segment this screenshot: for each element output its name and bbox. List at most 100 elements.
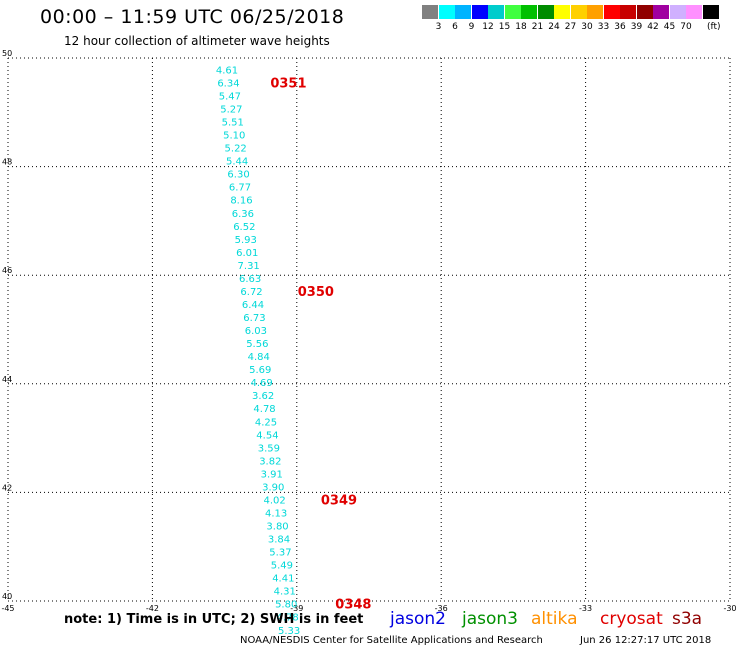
legend-label: 12 [482,22,494,32]
legend-swatch [471,5,488,19]
legend-swatch [702,5,719,19]
swh-value: 4.31 [274,587,296,598]
swh-value: 5.10 [223,131,245,142]
legend-swatch [587,5,603,19]
swh-value: 3.84 [268,535,290,546]
legend-label: 21 [531,22,544,32]
lon-tick-label: -30 [723,604,736,613]
pass-time-label: 0349 [321,493,357,508]
swh-value: 4.54 [256,430,278,441]
swh-value: 3.80 [266,522,288,533]
color-legend: 3 6 9 12 15 18 21 24 27 30 33 36 39 42 45 70 (ft) [422,5,728,35]
swh-value: 5.51 [222,118,244,129]
legend-label: 15 [498,22,511,32]
swh-value: 3.62 [252,391,274,402]
legend-label: 33 [597,22,610,32]
legend-label: 45 [663,22,676,32]
lon-tick-label: -45 [1,604,14,613]
lat-tick-label: 42 [2,483,12,492]
legend-unit: (ft) [707,22,721,32]
swh-value: 6.03 [245,326,267,337]
lat-tick-label: 48 [2,158,12,167]
legend-label: 70 [680,22,692,32]
swh-value: 6.52 [233,222,255,233]
lat-tick-label: 50 [2,49,12,58]
legend-swatch [636,5,653,19]
pass-time-label: 0350 [298,285,334,300]
credit-line: NOAA/NESDIS Center for Satellite Applica… [240,635,543,646]
generation-timestamp: Jun 26 12:27:17 UTC 2018 [580,635,712,646]
lon-tick-label: -39 [290,604,303,613]
legend-swatch [422,5,438,19]
legend-swatch [653,5,669,19]
lat-tick-label: 44 [2,375,12,384]
map-subtitle: 12 hour collection of altimeter wave hei… [64,34,330,48]
swh-value: 4.41 [272,574,294,585]
swh-value: 8.16 [230,196,252,207]
legend-swatch [570,5,587,19]
swh-value: 3.82 [259,456,281,467]
legend-label: 6 [452,22,458,32]
swh-value: 5.56 [246,339,268,350]
lat-lon-grid [7,57,731,602]
axis-tick-labels: -45 -42 -39 -36 -33 -30 40 42 44 46 48 50 [1,49,736,613]
swh-value: 3.90 [262,482,284,493]
swh-value: 6.01 [236,248,258,259]
satellite-altika: altika [531,609,578,629]
swh-value: 4.69 [251,378,273,389]
legend-label: 27 [564,22,577,32]
legend-swatch [686,5,702,19]
swh-value: 5.47 [219,91,241,102]
swh-value: 5.37 [269,548,291,559]
satellite-jason2: jason2 [390,609,446,629]
swh-value: 6.36 [232,209,254,220]
legend-swatch [537,5,554,19]
swh-value: 4.13 [265,508,287,519]
satellite-s3a: s3a [672,609,703,629]
swh-value: 5.27 [220,104,242,115]
legend-label: 24 [548,22,560,32]
swh-value: 3.59 [258,443,280,454]
swh-value: 4.78 [277,613,299,624]
swh-value: 5.22 [225,144,247,155]
swh-value: 5.69 [249,365,271,376]
legend-swatch [438,5,455,19]
swh-value: 6.77 [229,183,251,194]
swh-value: 4.78 [253,404,275,415]
pass-labels: 0351 0350 0349 0348 [270,76,371,612]
swh-value: 6.44 [242,300,264,311]
legend-swatch [603,5,620,19]
swh-value: 4.02 [264,495,286,506]
legend-label: 3 [435,22,442,32]
swh-value: 6.63 [239,274,261,285]
swh-value: 7.31 [238,261,260,272]
swh-value: 4.84 [248,352,270,363]
map-title: 00:00 – 11:59 UTC 06/25/2018 [40,6,345,28]
legend-label: 39 [630,22,643,32]
swh-value: 5.93 [235,235,257,246]
satellite-jason3: jason3 [462,609,518,629]
swh-observations: 4.61 6.34 5.47 5.27 5.51 5.10 5.22 5.44 6.30 6.77… [216,65,300,636]
lat-tick-label: 46 [2,266,12,275]
swh-value: 3.91 [261,469,283,480]
pass-time-label: 0351 [270,76,306,91]
legend-label: 30 [581,22,593,32]
swh-value: 4.61 [216,65,238,76]
satellite-cryosat: cryosat [600,609,663,629]
legend-swatch [455,5,471,19]
legend-label: 9 [468,22,475,32]
swh-value: 6.72 [240,287,262,298]
legend-swatch [488,5,504,19]
legend-swatch [620,5,636,19]
swh-value: 6.30 [227,170,249,181]
legend-swatch [554,5,570,19]
lon-tick-label: -33 [579,604,592,613]
lon-tick-label: -36 [435,604,448,613]
legend-swatch [504,5,521,19]
swh-value: 6.34 [217,78,239,89]
footnote: note: 1) Time is in UTC; 2) SWH is in fe… [64,612,364,627]
legend-label: 36 [614,22,626,32]
legend-label: 18 [515,22,527,32]
swh-value: 5.49 [271,561,293,572]
